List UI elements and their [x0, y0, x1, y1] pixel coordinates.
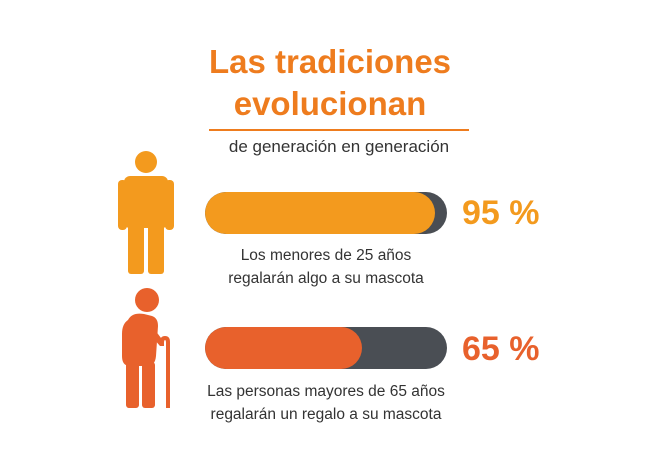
caption-line: regalarán un regalo a su mascota [210, 406, 442, 423]
caption-line: Los menores de 25 años [240, 247, 412, 264]
value-label: 65 % [462, 330, 540, 368]
title-line-2: evolucionan [233, 85, 427, 122]
caption-line: Las personas mayores de 65 años [207, 383, 445, 400]
young-person-icon [118, 151, 174, 274]
bar-track [205, 327, 447, 369]
caption-line: regalarán algo a su mascota [228, 270, 424, 287]
caption: Las personas mayores de 65 años regalará… [195, 380, 457, 426]
bar-fill [205, 327, 363, 369]
title-divider [209, 129, 469, 131]
subtitle: de generación en generación [228, 137, 450, 156]
bar-track [205, 192, 447, 234]
caption: Los menores de 25 años regalarán algo a … [205, 244, 447, 290]
elderly-person-with-cane-icon [122, 288, 170, 408]
title-line-1: Las tradiciones [208, 43, 452, 80]
bar-fill [205, 192, 435, 234]
value-label: 95 % [462, 194, 540, 232]
